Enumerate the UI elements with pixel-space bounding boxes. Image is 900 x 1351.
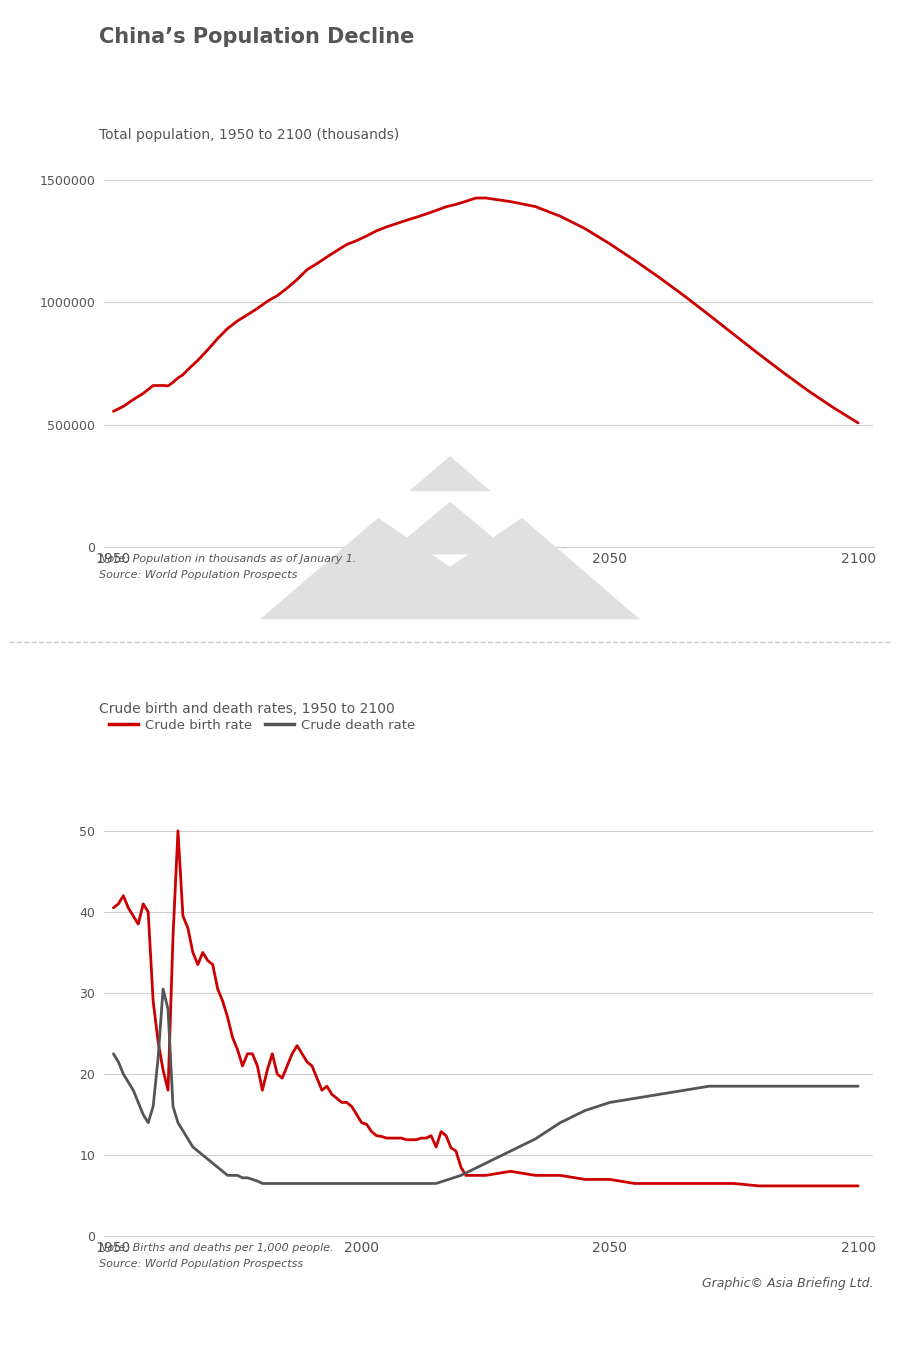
Text: Crude birth and death rates, 1950 to 2100: Crude birth and death rates, 1950 to 210…: [99, 703, 395, 716]
Text: Graphic© Asia Briefing Ltd.: Graphic© Asia Briefing Ltd.: [701, 1277, 873, 1290]
Text: Note: Population in thousands as of January 1.
Source: World Population Prospect: Note: Population in thousands as of Janu…: [99, 554, 356, 580]
Text: Note: Births and deaths per 1,000 people.
Source: World Population Prospectss: Note: Births and deaths per 1,000 people…: [99, 1243, 334, 1269]
Polygon shape: [387, 501, 513, 554]
Text: China’s Population Decline: China’s Population Decline: [99, 27, 414, 47]
Polygon shape: [339, 492, 561, 567]
Text: Total population, 1950 to 2100 (thousands): Total population, 1950 to 2100 (thousand…: [99, 128, 400, 142]
Legend: Crude birth rate, Crude death rate: Crude birth rate, Crude death rate: [109, 719, 415, 732]
Polygon shape: [260, 457, 640, 619]
